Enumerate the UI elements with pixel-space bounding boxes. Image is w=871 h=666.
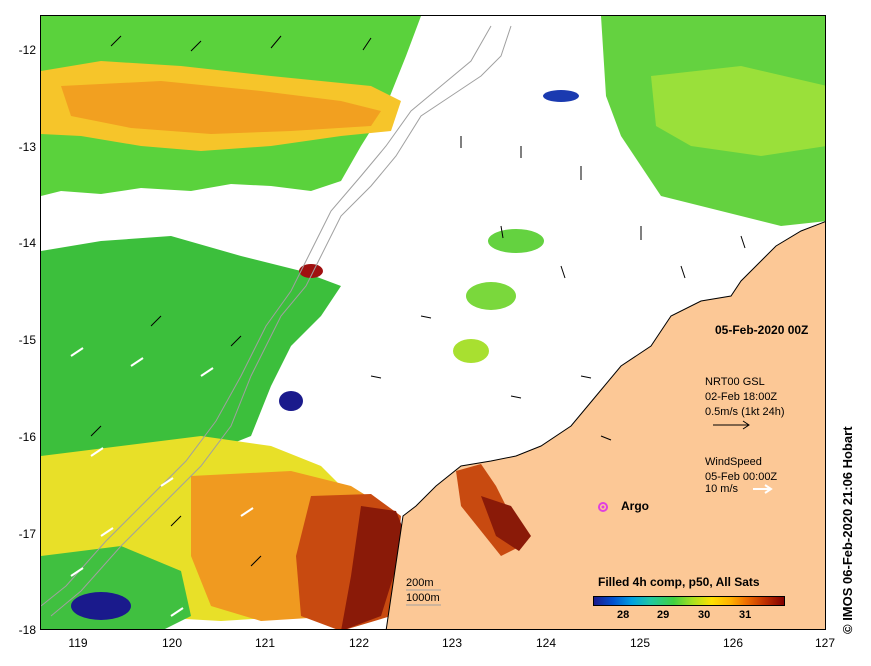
colorbar-label: 28 [617,609,630,621]
sst-field-layer [41,16,825,629]
x-tick-label: 119 [68,636,88,650]
colorbar-label: 31 [739,609,752,621]
y-tick-label: -14 [18,236,36,250]
wind-legend-arrow [753,484,773,494]
sst-green-mid [41,236,341,474]
current-legend-arrow [713,420,750,430]
sst-orange-band-north [61,81,381,134]
current-arrows [90,35,746,567]
x-tick-label: 126 [722,636,744,650]
sst-colorbar [593,596,785,606]
isobath-1000-label: 1000m [406,592,440,604]
date-label: 05-Feb-2020 00Z [715,323,809,337]
wind-arrows [70,347,254,617]
x-tick-label: 122 [348,636,370,650]
y-tick-label: -16 [18,430,36,444]
current-legend-line2: 02-Feb 18:00Z [705,391,778,403]
argo-label: Argo [621,499,649,513]
y-tick-label: -13 [18,140,36,154]
sst-lightgreen-east [651,66,825,156]
x-tick-label: 124 [535,636,557,650]
isobath-200-label: 200m [406,577,434,589]
x-tick-label: 127 [814,636,836,650]
sst-patch-small [453,339,489,363]
sst-patch-small [466,282,516,310]
x-tick-label: 125 [629,636,651,650]
sst-map [41,16,825,629]
sst-patch-small [488,229,544,253]
colorbar-title: Filled 4h comp, p50, All Sats [598,575,760,589]
y-tick-label: -12 [18,43,36,57]
colorbar-label: 30 [698,609,711,621]
sst-patch-small [71,592,131,620]
x-tick-label: 121 [254,636,276,650]
y-tick-label: -15 [18,333,36,347]
wind-legend-line1: WindSpeed [705,456,762,468]
map-frame: 05-Feb-2020 00Z NRT00 GSL 02-Feb 18:00Z … [40,15,826,630]
sst-gulf-red [481,496,531,551]
wind-legend-line2: 05-Feb 00:00Z [705,471,778,483]
x-tick-label: 120 [161,636,183,650]
sst-patch-small [299,264,323,278]
argo-marker [598,502,608,512]
land-mass [385,221,825,629]
y-tick-label: -17 [18,527,36,541]
isobath-1000 [41,25,492,607]
sst-patch-small [279,391,303,411]
sst-darkred-core [341,506,406,629]
x-tick-label: 123 [441,636,463,650]
y-tick-label: -18 [18,623,36,637]
isobath-200 [50,25,512,617]
current-legend-line1: NRT00 GSL [705,376,765,388]
imos-credit: © IMOS 06-Feb-2020 21:06 Hobart [840,426,855,634]
wind-legend-line3: 10 m/s [705,483,739,495]
colorbar-label: 29 [657,609,670,621]
sst-patch-small [543,90,579,102]
current-legend-line3: 0.5m/s (1kt 24h) [705,406,785,418]
